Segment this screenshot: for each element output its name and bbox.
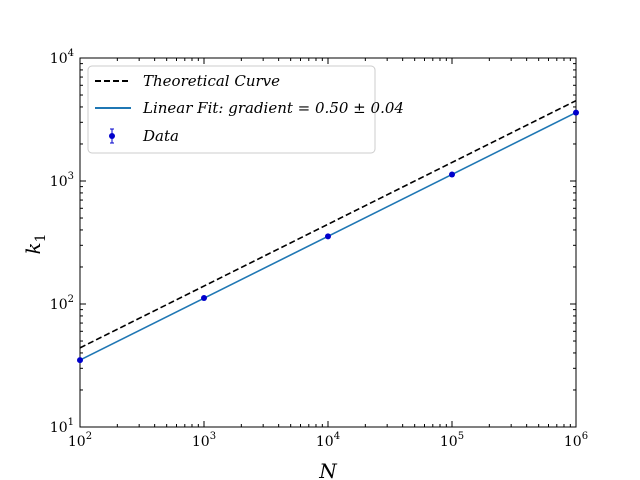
- y-axis-title-base: k: [21, 242, 45, 254]
- x-tick-label: 104: [316, 431, 340, 450]
- y-tick-label: 103: [50, 171, 74, 190]
- theoretical-curve-line: [79, 99, 577, 349]
- ticks-layer: [79, 57, 577, 428]
- x-tick-label: 103: [192, 431, 216, 450]
- data-point: [449, 171, 455, 178]
- x-tick-label: 102: [68, 431, 92, 450]
- x-tick-label: 105: [440, 431, 464, 450]
- x-axis-title: N: [318, 459, 338, 480]
- legend: Theoretical Curve Linear Fit: gradient =…: [87, 65, 404, 154]
- y-tick-labels: 101 102 103 104: [50, 48, 74, 436]
- y-axis-title: k1: [21, 233, 49, 254]
- data-point: [325, 233, 331, 240]
- y-tick-label: 104: [50, 48, 74, 67]
- data-point: [573, 109, 579, 116]
- y-axis-title-sub: 1: [33, 233, 49, 242]
- x-tick-labels: 102 103 104 105 106: [68, 431, 588, 450]
- legend-data-marker: [109, 133, 115, 139]
- y-tick-label: 102: [50, 294, 74, 313]
- data-point: [77, 357, 83, 364]
- legend-theoretical-label: Theoretical Curve: [143, 72, 280, 90]
- legend-data-label: Data: [142, 127, 179, 145]
- legend-box: [87, 65, 376, 154]
- y-tick-label: 101: [50, 417, 74, 436]
- legend-fit-label: Linear Fit: gradient = 0.50 ± 0.04: [142, 99, 404, 117]
- data-point: [201, 294, 207, 301]
- x-tick-label: 106: [564, 431, 588, 450]
- series-layer: [77, 99, 579, 364]
